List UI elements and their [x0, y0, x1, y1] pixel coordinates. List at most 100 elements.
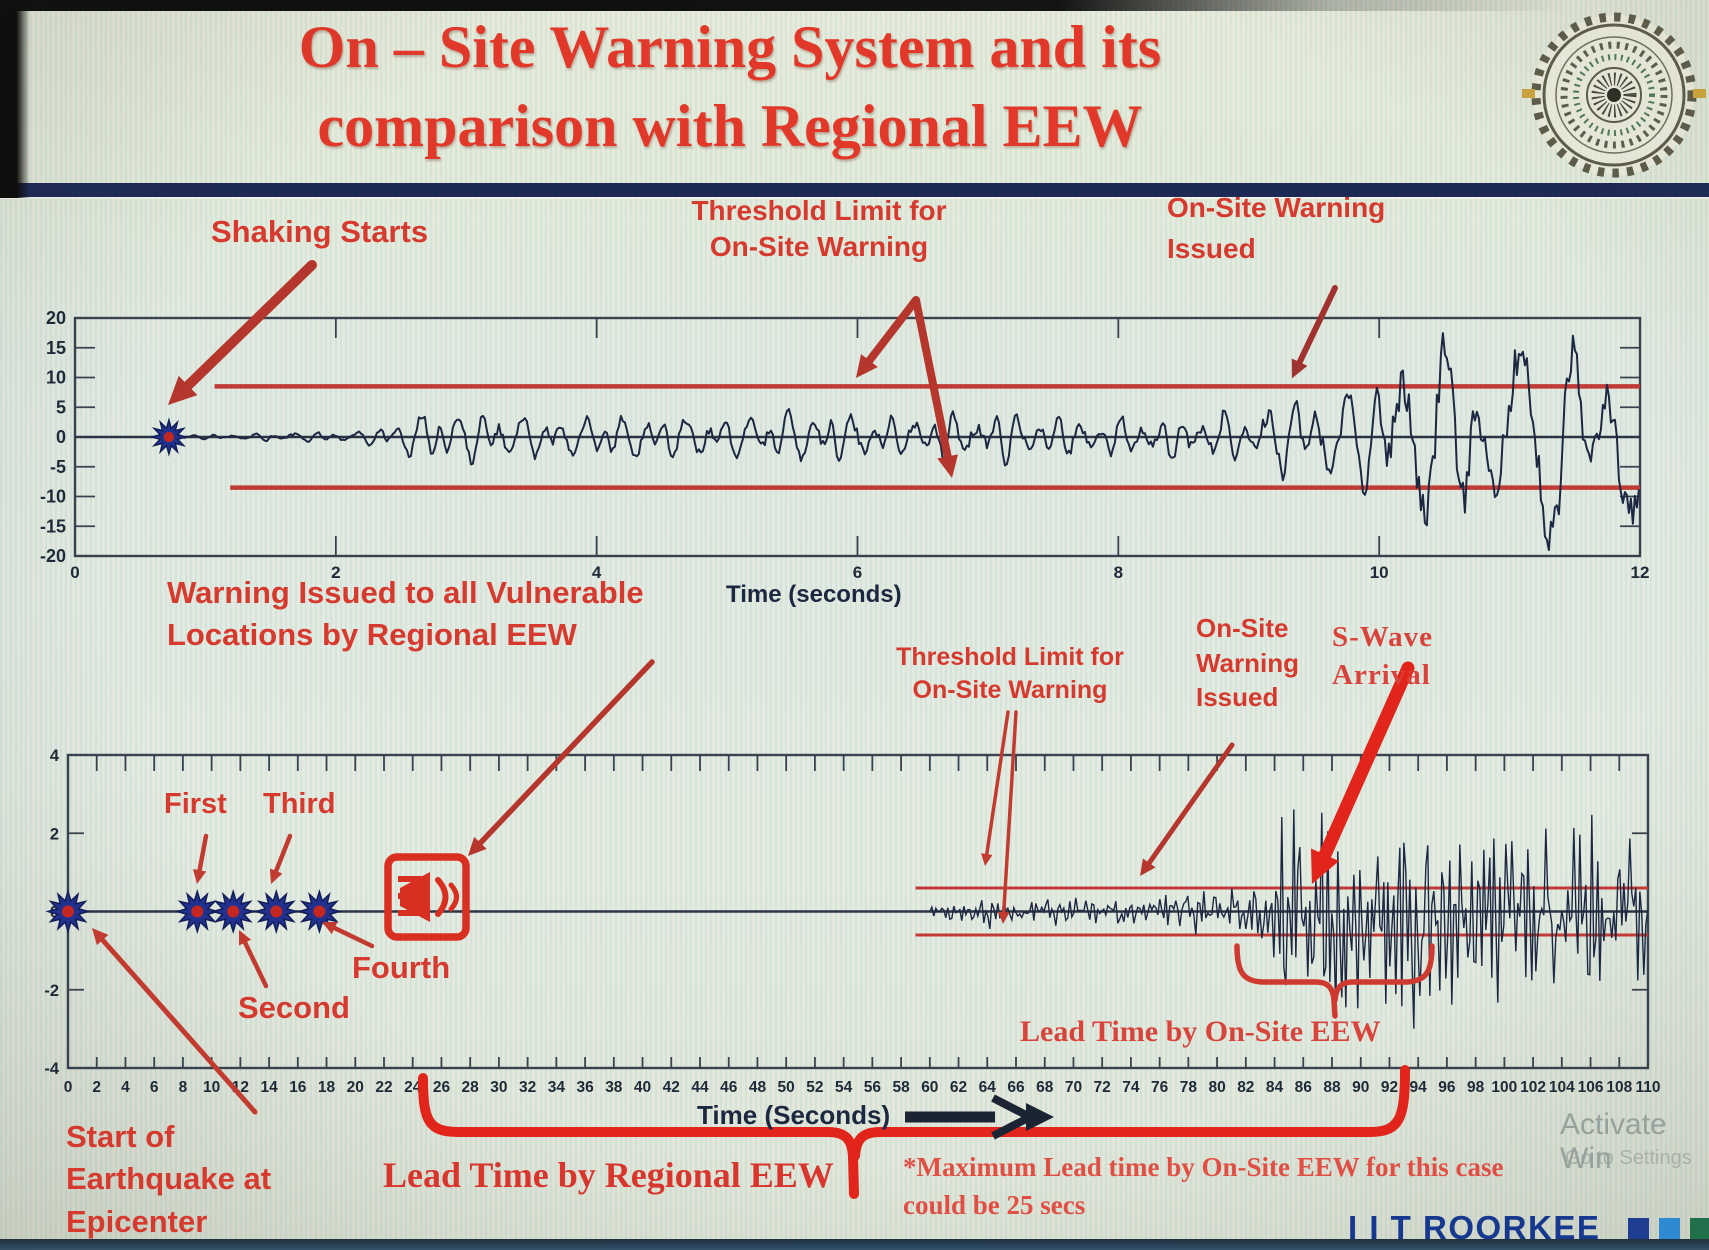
svg-text:10: 10 — [203, 1079, 220, 1096]
title-line-1: On – Site Warning System and its — [298, 14, 1162, 80]
svg-text:54: 54 — [835, 1079, 853, 1096]
annotation-lead-time-onsite: Lead Time by On-Site EEW — [1020, 1015, 1381, 1048]
svg-text:-20: -20 — [40, 546, 66, 566]
svg-text:84: 84 — [1266, 1079, 1284, 1096]
svg-text:42: 42 — [663, 1079, 680, 1096]
svg-text:0: 0 — [70, 563, 79, 582]
svg-text:90: 90 — [1352, 1079, 1369, 1096]
annotation-line: could be 25 secs — [903, 1189, 1086, 1220]
svg-text:80: 80 — [1208, 1079, 1225, 1096]
annotation-line: On-Site Warning — [912, 676, 1108, 704]
annotation-line: Threshold Limit for — [896, 643, 1124, 671]
annotation-line: S-Wave — [1332, 621, 1434, 653]
annotation-third: Third — [263, 788, 336, 820]
svg-text:78: 78 — [1180, 1079, 1198, 1096]
svg-text:22: 22 — [375, 1079, 392, 1096]
annotation-line: Start of — [66, 1119, 175, 1154]
svg-text:68: 68 — [1036, 1079, 1054, 1096]
svg-text:70: 70 — [1065, 1079, 1082, 1096]
svg-text:82: 82 — [1237, 1079, 1254, 1096]
megaphone-icon — [384, 853, 470, 941]
svg-text:4: 4 — [121, 1079, 130, 1096]
svg-text:66: 66 — [1007, 1079, 1025, 1096]
annotation-line: Warning — [1196, 647, 1300, 678]
svg-text:100: 100 — [1491, 1079, 1517, 1096]
svg-text:86: 86 — [1295, 1079, 1313, 1096]
annotation-line: On-Site Warning — [709, 231, 929, 263]
svg-text:4: 4 — [592, 563, 602, 582]
svg-text:4: 4 — [50, 747, 60, 765]
svg-text:106: 106 — [1578, 1079, 1604, 1096]
svg-text:94: 94 — [1410, 1079, 1428, 1096]
svg-text:26: 26 — [433, 1079, 451, 1096]
svg-text:36: 36 — [576, 1079, 594, 1096]
svg-text:28: 28 — [462, 1079, 480, 1096]
svg-text:44: 44 — [691, 1079, 709, 1096]
annotation-shaking-starts: Shaking Starts — [211, 214, 429, 249]
svg-text:-10: -10 — [40, 487, 66, 507]
svg-text:76: 76 — [1151, 1079, 1169, 1096]
svg-text:32: 32 — [519, 1079, 536, 1096]
svg-text:-4: -4 — [44, 1060, 59, 1078]
svg-text:102: 102 — [1520, 1079, 1546, 1096]
annotation-line: On-Site Warning — [1167, 192, 1386, 223]
brand-square-icon — [1690, 1218, 1709, 1239]
svg-text:-15: -15 — [40, 516, 66, 536]
divider-bar — [0, 183, 1709, 197]
svg-text:2: 2 — [92, 1079, 101, 1096]
annotation-line: Warning Issued to all Vulnerable — [167, 575, 644, 610]
time-direction-arrow-icon — [905, 1094, 1054, 1140]
svg-text:20: 20 — [46, 308, 66, 328]
svg-text:96: 96 — [1438, 1079, 1456, 1096]
svg-text:14: 14 — [260, 1079, 278, 1096]
svg-text:12: 12 — [1631, 563, 1650, 582]
annotation-onsite-warning-issued-bottom-chart: On-Site Warning Issued — [1196, 611, 1299, 715]
svg-text:110: 110 — [1635, 1079, 1660, 1096]
svg-text:50: 50 — [778, 1079, 795, 1096]
svg-text:56: 56 — [864, 1079, 882, 1096]
svg-text:88: 88 — [1323, 1079, 1341, 1096]
footer-brand: I I T ROORKEE — [1348, 1209, 1601, 1246]
annotation-fourth: Fourth — [352, 950, 451, 985]
svg-text:20: 20 — [347, 1079, 364, 1096]
svg-text:2: 2 — [331, 563, 340, 582]
svg-text:30: 30 — [490, 1079, 507, 1096]
svg-text:104: 104 — [1549, 1079, 1575, 1096]
iit-roorkee-logo-icon — [1522, 12, 1706, 178]
svg-text:38: 38 — [605, 1079, 623, 1096]
svg-text:5: 5 — [56, 397, 66, 417]
svg-text:8: 8 — [179, 1079, 188, 1096]
svg-text:108: 108 — [1606, 1079, 1632, 1096]
annotation-line: *Maximum Lead time by On-Site EEW for th… — [903, 1152, 1504, 1182]
annotation-line: Threshold Limit for — [691, 195, 947, 226]
annotation-line: Issued — [1167, 232, 1256, 264]
annotation-onsite-warning-issued-top-chart: On-Site Warning Issued — [1167, 188, 1385, 269]
annotation-line: Arrival — [1332, 658, 1431, 691]
annotation-line: Earthquake at — [66, 1161, 272, 1197]
svg-text:34: 34 — [548, 1079, 566, 1096]
annotation-second: Second — [238, 990, 350, 1025]
svg-text:0: 0 — [56, 427, 66, 447]
svg-text:62: 62 — [950, 1079, 967, 1096]
annotation-lead-time-regional: Lead Time by Regional EEW — [383, 1155, 834, 1195]
svg-text:10: 10 — [1370, 563, 1389, 582]
annotation-line: On-Site — [1196, 613, 1289, 643]
svg-text:0: 0 — [64, 1079, 73, 1096]
svg-text:92: 92 — [1381, 1079, 1398, 1096]
brand-square-icon — [1628, 1218, 1649, 1239]
svg-text:74: 74 — [1122, 1079, 1140, 1096]
annotation-start-of-earthquake: Start of Earthquake at Epicenter — [66, 1116, 271, 1243]
annotation-line: Locations by Regional EEW — [167, 616, 577, 652]
svg-text:40: 40 — [634, 1079, 651, 1096]
annotation-maximum-lead-time: *Maximum Lead time by On-Site EEW for th… — [903, 1149, 1504, 1225]
svg-text:48: 48 — [749, 1079, 767, 1096]
svg-text:6: 6 — [150, 1079, 159, 1096]
annotation-regional-warning: Warning Issued to all Vulnerable Locatio… — [167, 572, 644, 656]
svg-text:98: 98 — [1467, 1079, 1485, 1096]
svg-text:15: 15 — [46, 338, 66, 358]
watermark-go-to-settings: Go to Settings — [1565, 1147, 1692, 1169]
svg-text:52: 52 — [806, 1079, 823, 1096]
annotation-threshold-limit-bottom-chart: Threshold Limit for On-Site Warning — [893, 641, 1127, 707]
watermark-activate-windows: Activate Win — [1560, 1108, 1667, 1175]
